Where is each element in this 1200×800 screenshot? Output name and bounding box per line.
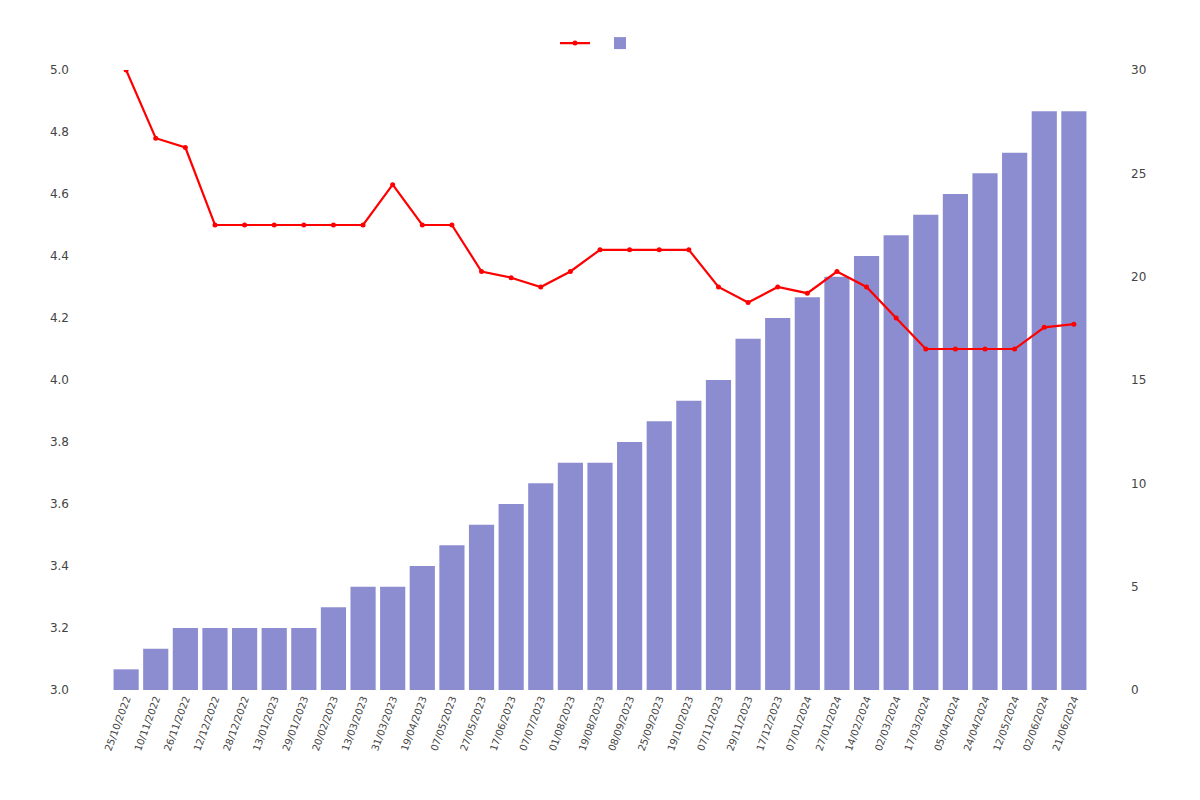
svg-text:5: 5 [1131,580,1139,594]
svg-text:12/05/2024: 12/05/2024 [991,695,1021,753]
svg-text:05/04/2024: 05/04/2024 [932,695,962,753]
svg-text:13/03/2023: 13/03/2023 [340,695,370,753]
svg-text:3.0: 3.0 [50,683,69,697]
svg-text:02/03/2024: 02/03/2024 [873,695,903,753]
svg-text:02/06/2024: 02/06/2024 [1021,695,1051,753]
svg-text:19/04/2023: 19/04/2023 [399,695,429,753]
svg-text:3.2: 3.2 [50,621,69,635]
svg-text:12/12/2022: 12/12/2022 [192,695,222,753]
svg-text:19/10/2023: 19/10/2023 [665,695,695,753]
svg-text:25/10/2022: 25/10/2022 [103,695,133,753]
svg-text:07/05/2023: 07/05/2023 [428,695,458,753]
svg-text:4.0: 4.0 [50,373,69,387]
svg-text:5.0: 5.0 [50,63,69,77]
svg-text:3.6: 3.6 [50,497,69,511]
svg-text:17/12/2023: 17/12/2023 [754,695,784,753]
svg-text:31/03/2023: 31/03/2023 [369,695,399,753]
svg-text:28/12/2022: 28/12/2022 [221,695,251,753]
svg-text:13/01/2023: 13/01/2023 [251,695,281,753]
svg-text:20: 20 [1131,270,1146,284]
svg-text:3.8: 3.8 [50,435,69,449]
svg-text:29/11/2023: 29/11/2023 [725,695,755,753]
svg-text:4.8: 4.8 [50,125,69,139]
svg-text:07/01/2024: 07/01/2024 [784,695,814,753]
svg-text:4.4: 4.4 [50,249,69,263]
svg-text:24/04/2024: 24/04/2024 [962,695,992,753]
svg-text:21/06/2024: 21/06/2024 [1050,695,1080,753]
svg-text:27/01/2024: 27/01/2024 [813,695,843,753]
svg-text:08/09/2023: 08/09/2023 [606,695,636,753]
svg-text:25: 25 [1131,167,1146,181]
svg-text:07/11/2023: 07/11/2023 [695,695,725,753]
svg-text:07/07/2023: 07/07/2023 [517,695,547,753]
svg-text:19/08/2023: 19/08/2023 [577,695,607,753]
svg-text:26/11/2022: 26/11/2022 [162,695,192,753]
svg-text:17/06/2023: 17/06/2023 [488,695,518,753]
svg-text:14/02/2024: 14/02/2024 [843,695,873,753]
svg-text:4.2: 4.2 [50,311,69,325]
svg-text:01/08/2023: 01/08/2023 [547,695,577,753]
svg-text:10/11/2022: 10/11/2022 [132,695,162,753]
svg-text:29/01/2023: 29/01/2023 [280,695,310,753]
svg-text:3.4: 3.4 [50,559,69,573]
svg-text:10: 10 [1131,477,1146,491]
svg-text:0: 0 [1131,683,1139,697]
svg-text:20/02/2023: 20/02/2023 [310,695,340,753]
svg-text:25/09/2023: 25/09/2023 [636,695,666,753]
svg-text:30: 30 [1131,63,1146,77]
svg-text:17/03/2024: 17/03/2024 [902,695,932,753]
svg-text:27/05/2023: 27/05/2023 [458,695,488,753]
svg-text:15: 15 [1131,373,1146,387]
svg-text:4.6: 4.6 [50,187,69,201]
